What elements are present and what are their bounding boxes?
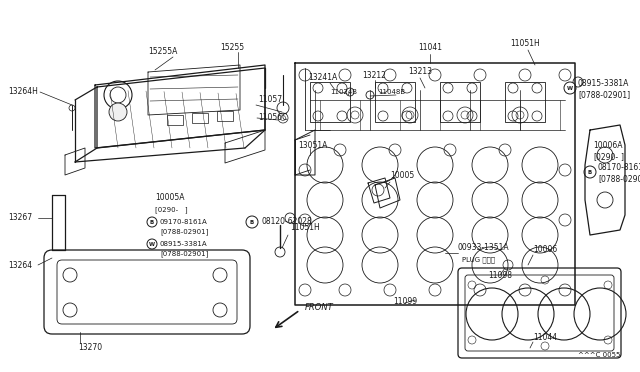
Text: [0290-: [0290- [593,153,618,161]
Text: 11056C: 11056C [258,113,287,122]
Text: 15255A: 15255A [148,48,177,57]
Bar [505,82,545,122]
Text: 11099: 11099 [393,298,417,307]
Text: W: W [567,86,573,90]
Circle shape [564,82,576,94]
Circle shape [147,217,157,227]
Text: B: B [588,170,592,174]
Text: 08120-62028: 08120-62028 [261,218,312,227]
Text: 00933-1351A: 00933-1351A [458,244,509,253]
Text: 09170-8161A: 09170-8161A [160,219,208,225]
Circle shape [584,166,596,178]
Text: [0788-02901]: [0788-02901] [598,174,640,183]
Text: 13212: 13212 [362,71,386,80]
Text: 11098: 11098 [488,270,512,279]
Circle shape [109,103,127,121]
Text: 11024B: 11024B [330,89,357,95]
Text: 11048B: 11048B [378,89,405,95]
Text: 11057: 11057 [258,96,282,105]
Text: ^^^C 0055: ^^^C 0055 [578,352,620,358]
Circle shape [147,239,157,249]
Bar [310,82,350,122]
Text: 10006A: 10006A [593,141,623,150]
Text: 11041: 11041 [418,44,442,52]
Bar [192,113,208,123]
Bar [167,115,183,125]
Bar [440,82,480,122]
Text: 11051H: 11051H [290,224,320,232]
Text: 13241A: 13241A [308,74,337,83]
Text: 08170-8161A: 08170-8161A [598,163,640,171]
Text: 13213: 13213 [408,67,432,77]
Text: 10005: 10005 [390,170,414,180]
Bar [217,111,233,121]
Text: [0788-02901]: [0788-02901] [160,229,209,235]
Text: 10005A: 10005A [155,193,184,202]
Text: 15255: 15255 [220,44,244,52]
Text: 11051H: 11051H [510,38,540,48]
Text: 11044: 11044 [533,334,557,343]
Text: [0788-02901]: [0788-02901] [160,251,209,257]
Text: 08915-3381A: 08915-3381A [578,78,629,87]
Text: 13051A: 13051A [298,141,328,150]
Text: [0290-   ]: [0290- ] [155,206,188,214]
Text: FRONT: FRONT [305,304,333,312]
Text: 13264H: 13264H [8,87,38,96]
Text: W: W [149,241,155,247]
Text: 13270: 13270 [78,343,102,353]
Text: 13267: 13267 [8,214,32,222]
Text: B: B [150,219,154,224]
Bar [375,82,415,122]
Text: ]: ] [620,153,623,161]
Circle shape [246,216,258,228]
Text: [0788-02901]: [0788-02901] [578,90,630,99]
Text: PLUG プラグ: PLUG プラグ [462,257,495,263]
Text: 13264: 13264 [8,260,32,269]
Text: 10006: 10006 [533,246,557,254]
Text: B: B [250,219,254,224]
Text: 08915-3381A: 08915-3381A [160,241,207,247]
